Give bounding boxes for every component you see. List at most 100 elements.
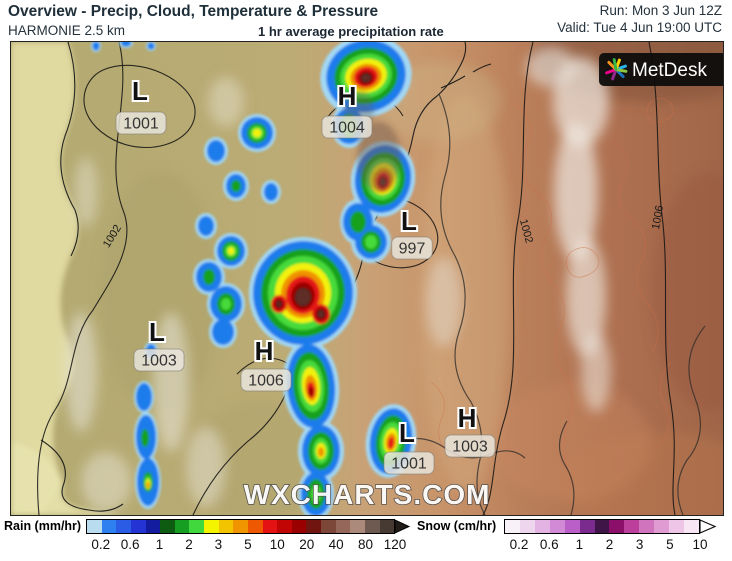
pressure-letter: L	[399, 418, 415, 448]
rain-legend-segment	[364, 520, 380, 533]
precip-cell	[318, 447, 324, 457]
pressure-value-badge	[115, 111, 167, 135]
precip-cell	[92, 41, 100, 51]
precip-cell	[387, 437, 395, 449]
snow-tick: 3	[635, 537, 644, 552]
precip-cell	[311, 485, 321, 503]
snow-legend-label: Snow (cm/hr)	[417, 519, 497, 533]
snow-legend-segment	[654, 520, 670, 533]
rain-legend-segment	[291, 520, 307, 533]
pressure-letter: L	[401, 206, 417, 236]
pressure-value: 997	[399, 241, 426, 258]
pressure-value-badge	[133, 348, 185, 372]
pressure-letter: L	[132, 76, 148, 106]
valid-time-label: Valid: Tue 4 Jun 19:00 UTC	[557, 20, 722, 35]
precip-cell	[212, 319, 234, 345]
snow-legend-segment	[684, 520, 699, 533]
pressure-value: 1006	[248, 373, 284, 390]
rain-tick-labels: 0.2 0.6 1 2 3 5 10 20 40 80 120	[86, 537, 406, 553]
snow-tick: 0.6	[539, 537, 559, 552]
rain-legend-segment	[218, 520, 234, 533]
precip-cell	[203, 269, 215, 285]
pressure-value-badge	[383, 451, 435, 475]
rain-legend-segment	[247, 520, 263, 533]
precip-cell	[317, 309, 325, 319]
rain-legend-segment	[87, 520, 102, 533]
snow-color-bar	[504, 519, 700, 534]
rain-legend-segment	[306, 520, 321, 533]
rain-tick: 0.6	[120, 537, 140, 552]
snow-legend-segment	[549, 520, 565, 533]
snow-tick-labels: 0.2 0.6 1 2 3 5 10	[504, 537, 708, 553]
rain-tick: 10	[269, 537, 285, 552]
rain-legend-label: Rain (mm/hr)	[4, 519, 82, 533]
rain-legend-segment	[204, 520, 219, 533]
rain-legend-segment	[130, 520, 146, 533]
snow-legend-segment	[669, 520, 685, 533]
run-time-label: Run: Mon 3 Jun 12Z	[599, 3, 722, 18]
precip-cell	[264, 183, 278, 201]
snow-legend-segment	[594, 520, 610, 533]
snow-legend-segment	[639, 520, 655, 533]
rain-tick: 1	[155, 537, 164, 552]
precip-cell	[121, 39, 131, 47]
pressure-value: 1004	[329, 120, 365, 137]
precip-cell	[350, 211, 366, 233]
pressure-letter: L	[149, 317, 165, 347]
page-title: Overview - Precip, Cloud, Temperature & …	[8, 3, 379, 20]
rain-legend-segment	[101, 520, 117, 533]
metdesk-starburst-icon	[605, 58, 628, 81]
pressure-value: 1003	[141, 353, 177, 370]
rain-legend-segment	[277, 520, 292, 533]
rain-tick: 5	[244, 537, 252, 552]
precip-cell	[221, 298, 231, 310]
snow-legend-segment	[564, 520, 580, 533]
precip-cell	[294, 287, 312, 307]
pressure-value-badge	[391, 236, 433, 260]
rain-tick: 20	[299, 537, 315, 552]
rain-legend-segment	[116, 520, 131, 533]
pressure-center-h-1006: H 1006	[240, 334, 292, 392]
precip-cell	[360, 73, 372, 83]
pressure-letter: H	[255, 336, 274, 366]
rain-legend-segment	[335, 520, 351, 533]
rain-legend-segment	[160, 520, 175, 533]
pressure-center-l-1001: L 1001	[383, 416, 435, 475]
precip-cell	[276, 300, 282, 308]
precip-cell	[365, 235, 377, 249]
precip-rate-subtitle: 1 hr average precipitation rate	[258, 24, 444, 39]
rain-tick: 2	[185, 537, 193, 552]
pressure-value: 1001	[123, 116, 159, 133]
precip-cell	[308, 387, 314, 397]
wxcharts-watermark: WXCHARTS.COM	[244, 479, 491, 510]
rain-arrow-icon	[395, 519, 411, 534]
rain-legend-segment	[174, 520, 190, 533]
rain-tick: 40	[328, 537, 344, 552]
pressure-letter: H	[458, 403, 477, 433]
snow-tick: 2	[605, 537, 614, 552]
snow-legend-segment	[519, 520, 535, 533]
pressure-center-h-1003: H 1003	[444, 401, 496, 458]
rain-legend-segment	[321, 520, 336, 533]
rain-tick: 120	[383, 537, 407, 552]
pressure-value: 1001	[391, 456, 427, 473]
snow-legend-segment	[579, 520, 595, 533]
pressure-center-l-1001: L 1001	[115, 74, 167, 135]
rain-tick: 80	[358, 537, 374, 552]
pressure-value-badge	[321, 115, 373, 139]
precip-cell	[146, 481, 150, 489]
snow-legend-segment	[609, 520, 625, 533]
snow-legend-segment	[505, 520, 520, 533]
precip-cell	[141, 429, 149, 447]
rain-legend-segment	[379, 520, 395, 533]
metdesk-logo: MetDesk	[599, 53, 727, 86]
snow-tick: 1	[575, 537, 584, 552]
pressure-center-l-997: L 997	[391, 204, 433, 260]
rain-legend-segment	[233, 520, 248, 533]
pressure-value-badge	[444, 434, 496, 458]
precip-cell	[147, 42, 155, 50]
rain-tick: 3	[214, 537, 223, 552]
precip-cell	[252, 128, 262, 138]
pressure-center-h-1004: H 1004	[321, 79, 373, 139]
